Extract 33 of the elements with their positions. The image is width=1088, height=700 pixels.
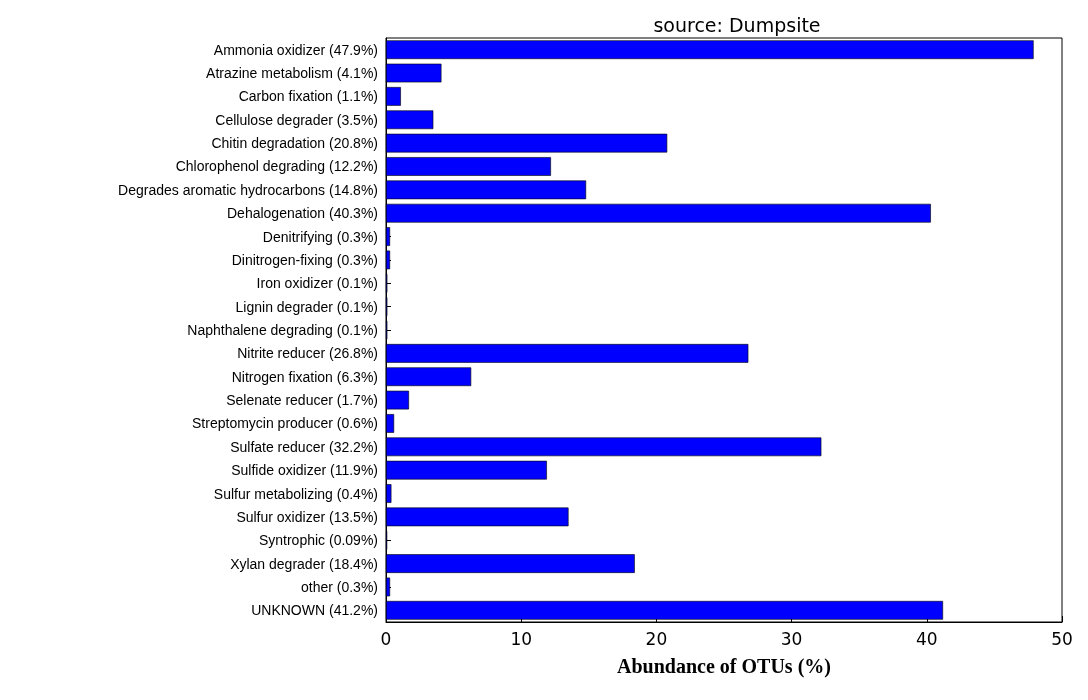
y-tick-label: Carbon fixation (1.1%) [238,88,378,105]
y-tick-label: Atrazine metabolism (4.1%) [206,65,378,82]
y-tick-label: Sulfide oxidizer (11.9%) [231,462,378,479]
y-tick-label: Sulfur oxidizer (13.5%) [236,508,378,525]
y-tick-label: Nitrite reducer (26.8%) [237,345,378,362]
y-tick-label: Dehalogenation (40.3%) [227,205,378,222]
x-tick-label: 50 [1051,628,1073,649]
x-tick-label: 30 [780,628,803,649]
y-tick-label: Chlorophenol degrading (12.2%) [175,158,378,175]
y-tick-label: Xylan degrader (18.4%) [230,555,378,572]
y-tick-label: Degrades aromatic hydrocarbons (14.8%) [118,181,378,198]
y-tick-label: Chitin degradation (20.8%) [211,135,378,152]
y-tick-label: Streptomycin producer (0.6%) [192,415,378,432]
y-tick-label: Ammonia oxidizer (47.9%) [213,41,378,58]
chart-title: source: Dumpsite [653,13,821,36]
y-tick-label: Denitrifying (0.3%) [262,228,378,245]
x-tick-label: 0 [380,628,392,649]
y-tick-label: UNKNOWN (41.2%) [251,602,378,619]
y-tick-label: Nitrogen fixation (6.3%) [231,368,378,385]
y-tick-label: Dinitrogen-fixing (0.3%) [231,251,378,268]
x-tick-label: 20 [645,628,668,649]
y-tick-label: Iron oxidizer (0.1%) [256,275,378,292]
y-tick-label: Syntrophic (0.09%) [258,532,378,549]
y-tick-label: Sulfur metabolizing (0.4%) [213,485,378,502]
x-tick-label: 10 [510,628,533,649]
x-tick-label: 40 [915,628,938,649]
y-tick-label: Lignin degrader (0.1%) [235,298,378,315]
y-tick-label: Sulfate reducer (32.2%) [230,438,378,455]
y-tick-label: Naphthalene degrading (0.1%) [187,322,378,338]
y-tick-label: Cellulose degrader (3.5%) [215,111,378,128]
x-axis-title: Abundance of OTUs (%) [617,655,831,678]
y-tick-label: other (0.3%) [300,578,378,595]
y-tick-label: Selenate reducer (1.7%) [226,392,378,409]
